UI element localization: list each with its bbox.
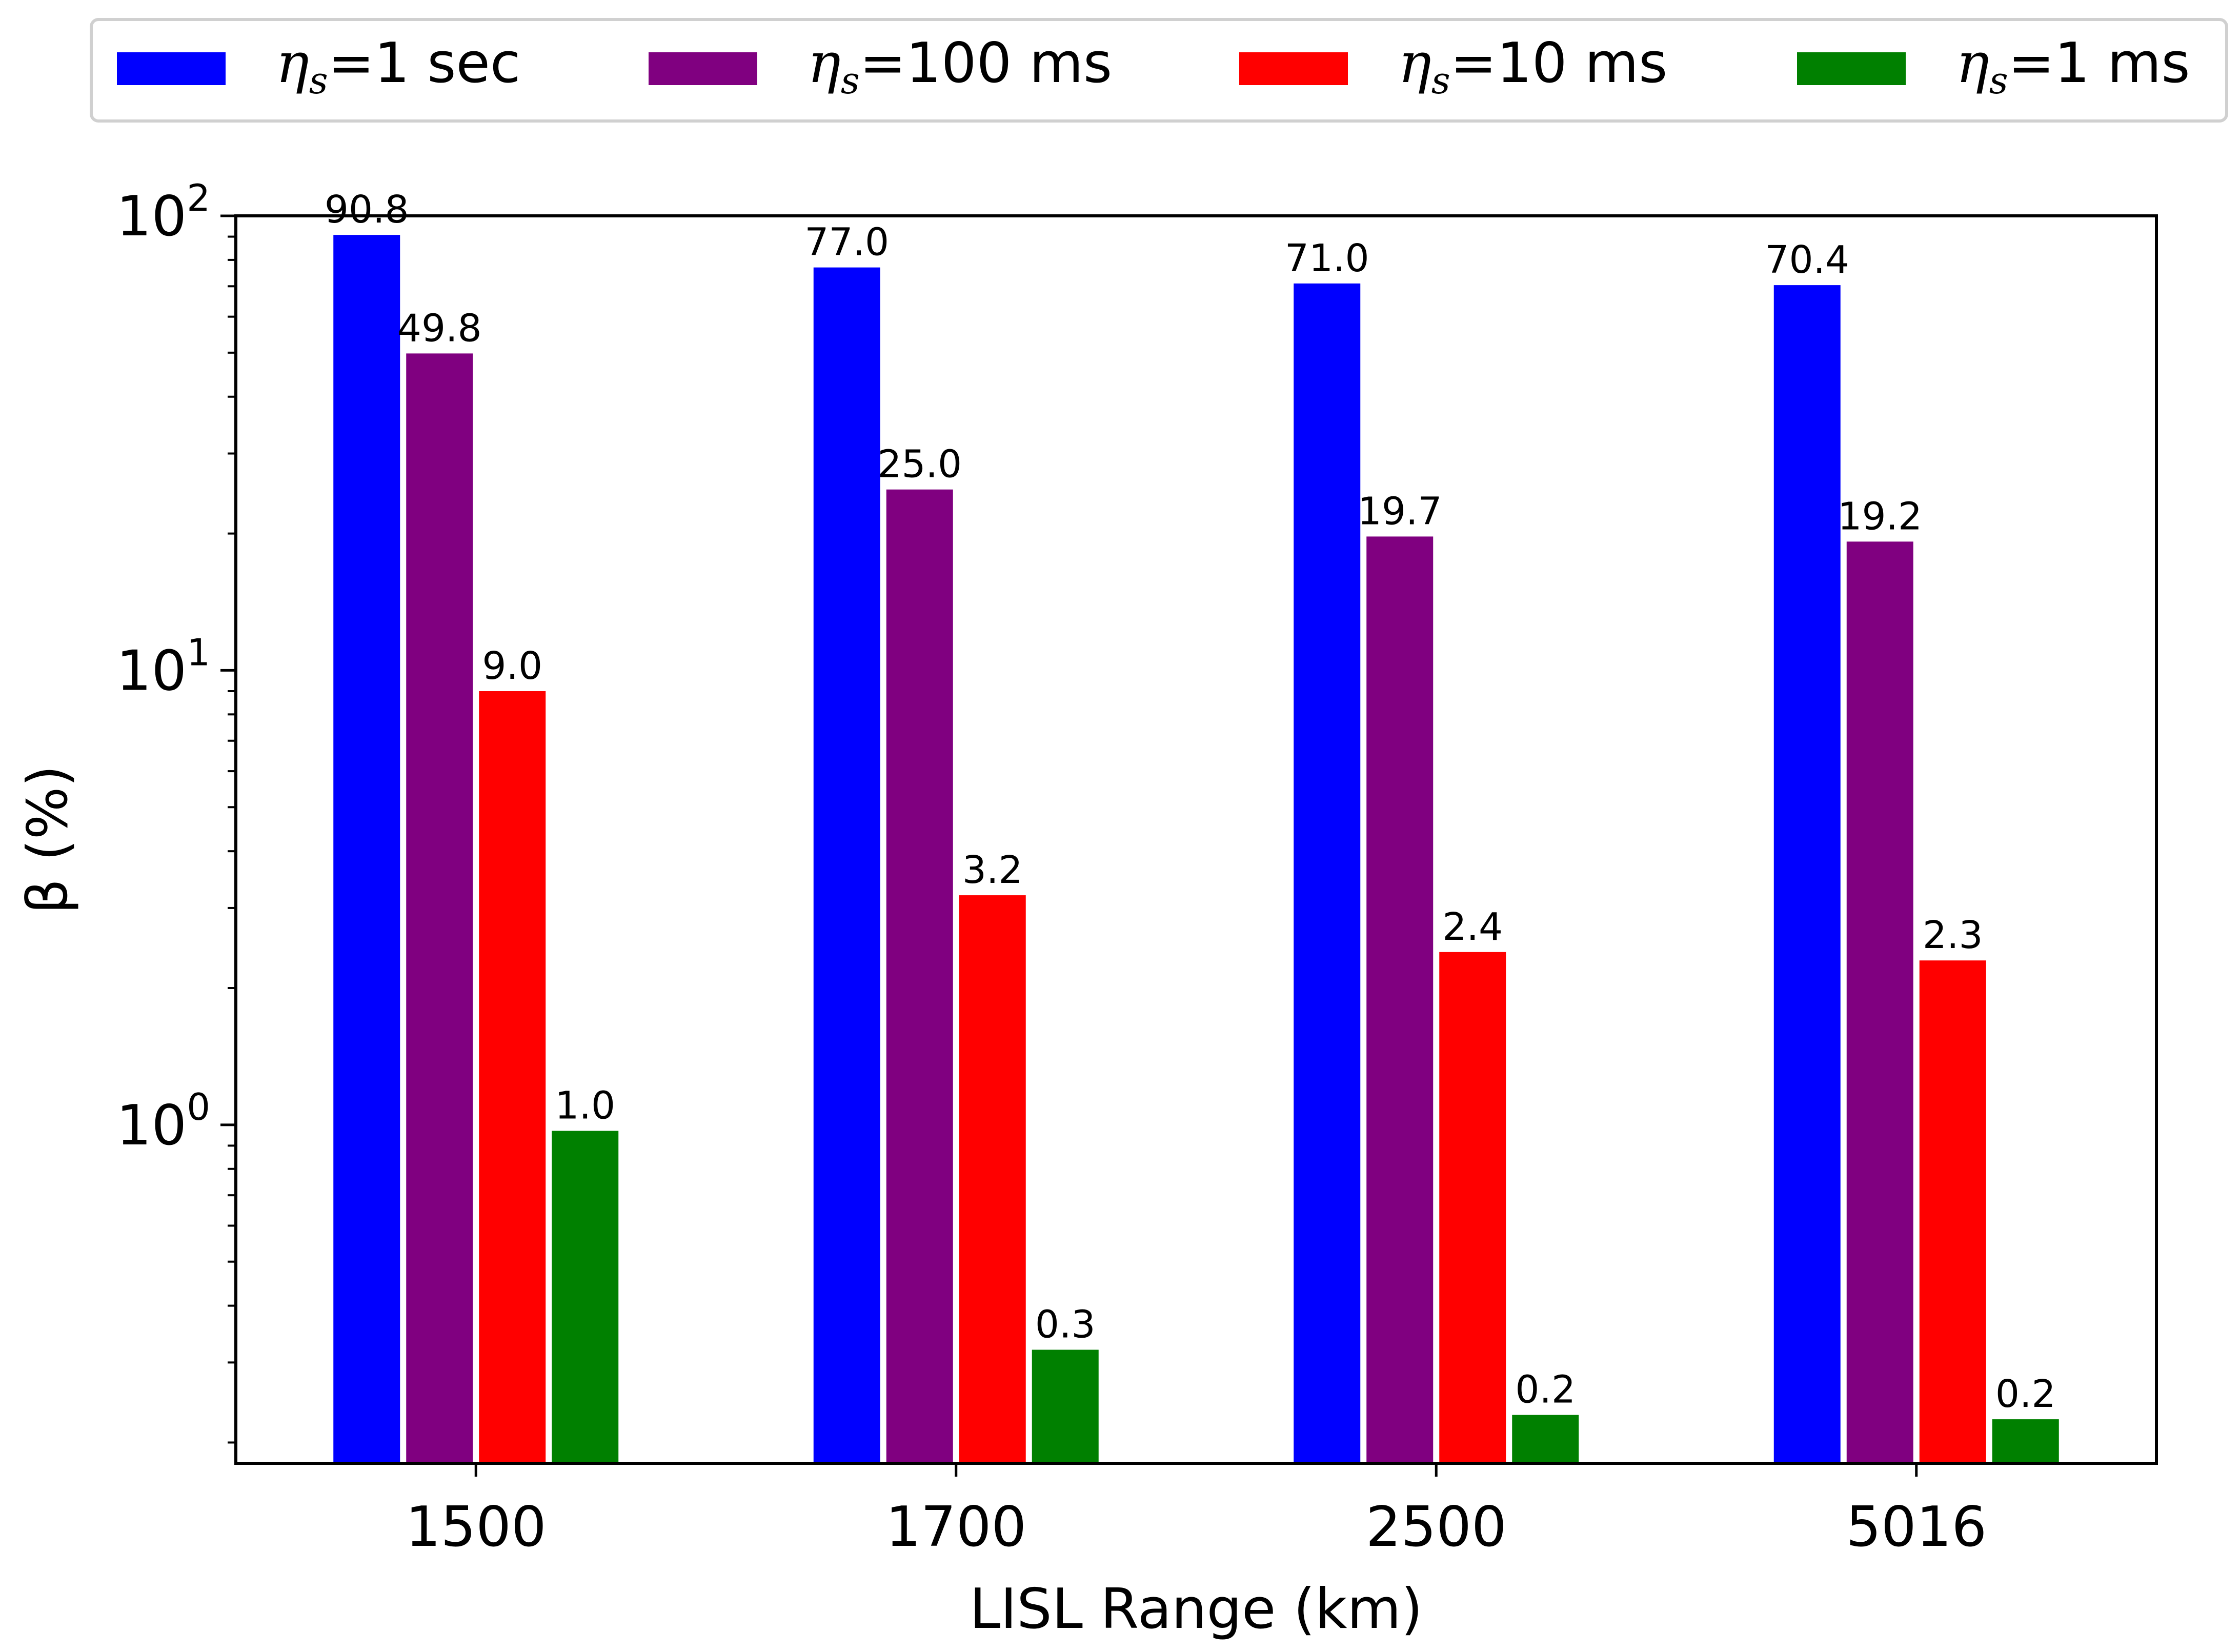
bar-2-1500 (406, 353, 473, 1463)
bar-3-2500 (1439, 952, 1506, 1463)
legend-box (90, 18, 2228, 123)
bar-3-5016 (1919, 960, 1986, 1463)
x-tick-label: 1700 (885, 1495, 1026, 1559)
y-axis-label: β (%) (16, 765, 80, 914)
bar-value-label: 19.2 (1838, 494, 1922, 538)
legend-rest: =10 ms (1450, 31, 1668, 95)
bar-4-1500 (552, 1131, 619, 1463)
bar-value-label: 25.0 (877, 442, 962, 487)
bar-value-label: 9.0 (482, 644, 542, 688)
bar-value-label: 19.7 (1358, 489, 1442, 533)
x-tick-label: 2500 (1366, 1495, 1507, 1559)
y-tick-exponent: 2 (187, 176, 210, 219)
x-tick-label: 1500 (406, 1495, 547, 1559)
legend-rest: =100 ms (860, 31, 1112, 95)
bar-value-label: 2.3 (1923, 913, 1983, 957)
bar-value-label: 0.2 (1515, 1368, 1576, 1412)
legend-subscript: s (841, 59, 860, 102)
legend-symbol: η (1398, 31, 1431, 95)
legend-label-4: ηs=1 ms (1956, 31, 2190, 102)
y-tick-label: 101 (116, 631, 210, 703)
y-tick-label: 100 (116, 1085, 210, 1158)
legend-swatch-1 (117, 52, 226, 85)
legend-symbol: η (808, 31, 841, 95)
bar-value-label: 0.3 (1035, 1303, 1096, 1347)
legend-swatch-2 (649, 52, 757, 85)
legend-rest: =1 sec (328, 31, 521, 95)
legend-symbol: η (1956, 31, 1989, 95)
bar-4-2500 (1512, 1415, 1579, 1463)
legend-label-1: ηs=1 sec (276, 31, 520, 102)
y-tick-base: 10 (116, 185, 187, 249)
plot-frame (234, 214, 2158, 1465)
bar-2-1700 (886, 489, 953, 1463)
bar-3-1700 (959, 895, 1026, 1463)
bar-2-2500 (1366, 536, 1434, 1463)
legend-rest: =1 ms (2008, 31, 2190, 95)
bar-1-1700 (813, 267, 880, 1463)
bar-3-1500 (479, 691, 546, 1463)
bar-1-5016 (1773, 285, 1841, 1463)
x-axis-label: LISL Range (km) (970, 1577, 1423, 1641)
bar-4-1700 (1032, 1349, 1099, 1463)
bar-2-5016 (1846, 541, 1913, 1463)
y-tick-base: 10 (116, 1094, 187, 1158)
bar-value-label: 0.2 (1995, 1372, 2056, 1416)
bar-value-label: 3.2 (962, 848, 1023, 892)
bar-1-2500 (1294, 283, 1361, 1463)
y-tick-exponent: 0 (187, 1085, 210, 1129)
bar-value-label: 77.0 (804, 220, 889, 265)
bar-1-1500 (333, 235, 400, 1464)
bar-4-5016 (1992, 1419, 2059, 1463)
bar-value-label: 71.0 (1285, 236, 1369, 280)
y-tick-exponent: 1 (187, 631, 210, 674)
y-tick-base: 10 (116, 639, 187, 703)
legend-subscript: s (1989, 59, 2008, 102)
bar-value-label: 70.4 (1765, 238, 1849, 282)
bar-value-label: 90.8 (325, 188, 409, 232)
legend-subscript: s (309, 59, 328, 102)
y-tick-label: 102 (116, 176, 210, 249)
x-tick-label: 5016 (1846, 1495, 1987, 1559)
legend-label-2: ηs=100 ms (808, 31, 1112, 102)
legend-symbol: η (276, 31, 309, 95)
bar-value-label: 49.8 (397, 306, 482, 350)
bar-value-label: 1.0 (555, 1084, 615, 1128)
legend-swatch-4 (1797, 52, 1906, 85)
legend-subscript: s (1431, 59, 1450, 102)
legend-swatch-3 (1239, 52, 1348, 85)
legend-label-3: ηs=10 ms (1398, 31, 1667, 102)
bar-value-label: 2.4 (1442, 905, 1503, 949)
